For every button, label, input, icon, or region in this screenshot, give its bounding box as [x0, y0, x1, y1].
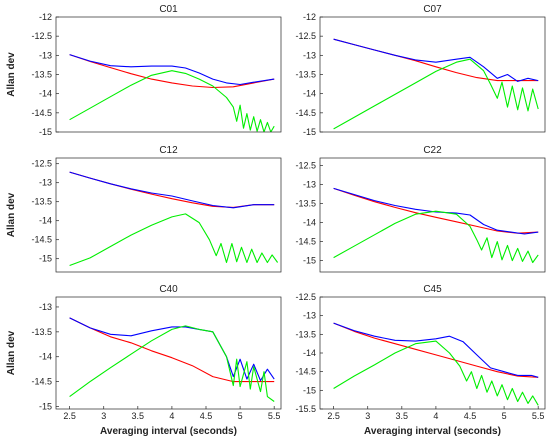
y-axis-label: Allan dev: [6, 192, 17, 237]
x-tick-label: 2.5: [63, 411, 76, 421]
x-tick-label: 3.5: [396, 411, 409, 421]
series-line-blue-c01: [69, 54, 275, 86]
panel-c40: -15 -14.5 -14 -13.5 -13 2.5 3 3.5 4 4.5 5 5.5 C40 All…: [6, 284, 282, 437]
y-tick-label: -12.5: [295, 292, 316, 302]
series-line-blue-c12: [69, 171, 275, 209]
plot-frame-c07: [319, 16, 546, 133]
x-axis-label: Averaging interval (seconds): [364, 426, 501, 437]
y-tick-label: -13.5: [31, 327, 52, 337]
y-axis-label: Allan dev: [6, 330, 17, 375]
series-line-blue-c45: [333, 322, 539, 378]
plot-frame-c12: [55, 157, 282, 273]
series-line-green-c40: [69, 325, 275, 402]
panel-title-c07: C07: [423, 4, 442, 15]
y-tick-label: -15: [303, 385, 316, 395]
x-tick-label: 4: [433, 411, 438, 421]
panel-title-c12: C12: [159, 145, 178, 156]
y-tick-label: -14: [39, 352, 52, 362]
series-line-green-c22: [333, 210, 539, 264]
y-tick-label: -14.5: [295, 367, 316, 377]
y-tick-label: -14: [303, 218, 316, 228]
series-line-red-c40: [69, 317, 275, 383]
x-tick-label: 3: [365, 411, 370, 421]
y-tick-label: -13: [39, 50, 52, 60]
y-tick-label: -13.5: [31, 70, 52, 80]
x-tick-label: 2.5: [327, 411, 340, 421]
plot-frame-c40: [55, 296, 282, 410]
x-tick-label: 3.5: [132, 411, 145, 421]
panel-c07: -15 -14.5 -14 -13.5 -13 -12.5 -12 C07: [295, 4, 546, 137]
y-tick-label: -15: [39, 402, 52, 412]
series-line-blue-c07: [333, 38, 539, 82]
y-tick-label: -13.5: [295, 70, 316, 80]
x-tick-label: 4: [169, 411, 174, 421]
x-tick-label: 5: [502, 411, 507, 421]
panel-c45: -15.5 -15 -14.5 -14 -13.5 -13 -12.5 2.5 3 3.5 4 4.5…: [295, 284, 546, 437]
panel-title-c22: C22: [423, 145, 442, 156]
y-tick-label: -14: [39, 89, 52, 99]
series-line-blue-c22: [333, 187, 539, 235]
panel-c01: -15 -14.5 -14 -13.5 -13 -12.5 -12 C01 Allan dev: [6, 4, 282, 137]
x-tick-label: 4.5: [464, 411, 477, 421]
series-line-green-c12: [69, 213, 279, 267]
y-tick-label: -15: [303, 256, 316, 266]
y-tick-label: -15: [39, 127, 52, 137]
y-tick-label: -14.5: [31, 377, 52, 387]
panel-c22: -15 -14.5 -14 -13.5 -13 -12.5 C22: [295, 145, 546, 273]
x-tick-label: 3: [101, 411, 106, 421]
y-tick-label: -12.5: [295, 31, 316, 41]
y-tick-label: -13.5: [31, 197, 52, 207]
x-axis-label: Averaging interval (seconds): [100, 426, 237, 437]
y-tick-label: -12.5: [31, 31, 52, 41]
y-tick-label: -15: [303, 127, 316, 137]
x-tick-label: 5.5: [532, 411, 545, 421]
y-tick-label: -14: [303, 89, 316, 99]
y-tick-label: -12.5: [31, 159, 52, 169]
series-line-red-c01: [69, 54, 275, 89]
y-tick-label: -13: [303, 311, 316, 321]
x-tick-label: 5.5: [268, 411, 281, 421]
y-axis-label: Allan dev: [6, 52, 17, 97]
y-tick-label: -12: [39, 12, 52, 22]
plot-frame-c22: [319, 157, 546, 273]
y-tick-label: -14: [39, 216, 52, 226]
y-tick-label: -14.5: [295, 237, 316, 247]
y-tick-label: -12.5: [295, 161, 316, 171]
y-tick-label: -12: [303, 12, 316, 22]
panel-c12: -15 -14.5 -14 -13.5 -13 -12.5 C12 Allan dev: [6, 145, 282, 273]
series-line-red-c22: [333, 187, 539, 234]
y-tick-label: -14: [303, 348, 316, 358]
series-line-green-c01: [69, 70, 275, 132]
y-tick-label: -14.5: [295, 108, 316, 118]
y-tick-label: -15.5: [295, 404, 316, 414]
series-line-red-c12: [69, 171, 275, 208]
series-line-red-c45: [333, 322, 539, 378]
panel-title-c40: C40: [159, 284, 178, 295]
y-tick-label: -14.5: [31, 235, 52, 245]
y-tick-label: -13.5: [295, 199, 316, 209]
x-tick-label: 5: [238, 411, 243, 421]
panel-title-c45: C45: [423, 284, 442, 295]
y-tick-label: -14.5: [31, 108, 52, 118]
x-tick-label: 4.5: [200, 411, 213, 421]
y-tick-label: -13: [303, 50, 316, 60]
y-tick-label: -13: [303, 180, 316, 190]
y-tick-label: -13: [39, 302, 52, 312]
y-tick-label: -13.5: [295, 329, 316, 339]
y-tick-label: -13: [39, 178, 52, 188]
panel-title-c01: C01: [159, 4, 178, 15]
y-tick-label: -15: [39, 254, 52, 264]
series-line-green-c45: [333, 340, 539, 406]
series-line-green-c07: [333, 58, 539, 130]
series-line-blue-c40: [69, 317, 275, 382]
